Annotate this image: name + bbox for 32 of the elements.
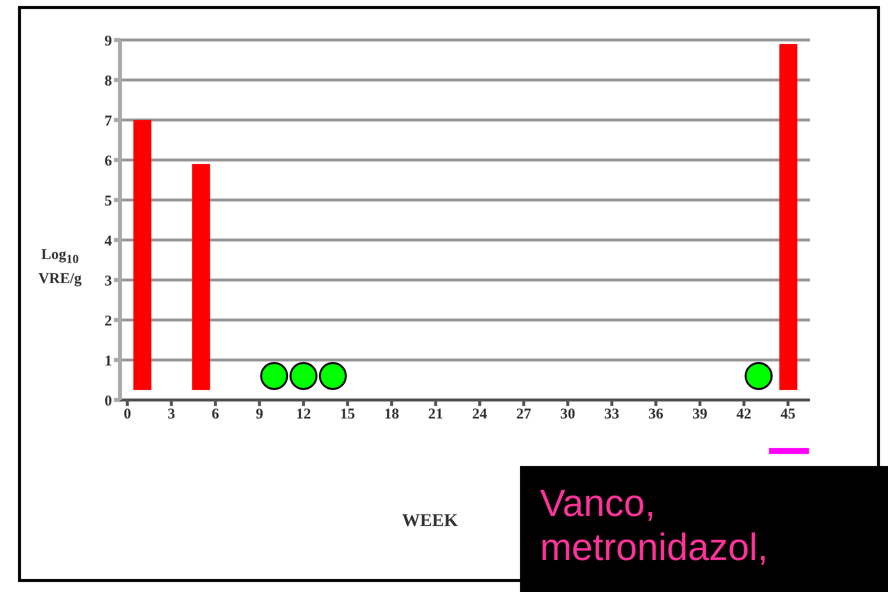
- y-tick-label: 0: [104, 393, 112, 410]
- bar: [192, 164, 210, 390]
- y-tick-label: 2: [104, 313, 112, 330]
- y-tick-label: 1: [104, 353, 112, 370]
- x-tick-label: 18: [384, 406, 400, 423]
- x-tick-label: 15: [340, 406, 356, 423]
- x-tick-label: 0: [124, 406, 132, 423]
- x-tick-label: 21: [428, 406, 444, 423]
- x-tick-label: 12: [296, 406, 312, 423]
- y-tick-label: 6: [104, 153, 112, 170]
- y-tick-label: 5: [104, 193, 112, 210]
- y-tick-label: 7: [104, 113, 112, 130]
- y-tick-label: 8: [104, 73, 112, 90]
- x-tick-label: 24: [472, 406, 488, 423]
- x-tick-label: 3: [168, 406, 176, 423]
- x-tick-label: 36: [648, 406, 664, 423]
- x-tick-label: 39: [692, 406, 708, 423]
- x-tick-label: 45: [780, 406, 796, 423]
- x-tick-label: 42: [736, 406, 752, 423]
- bar: [133, 120, 152, 390]
- x-tick-label: 30: [560, 406, 576, 423]
- y-axis-title: Log$_{10}$ VRE/g: [37, 246, 83, 289]
- y-tick-label: 4: [104, 233, 112, 250]
- x-tick-label: 9: [256, 406, 264, 423]
- bar: [779, 44, 798, 390]
- text: Vanco, metronidazol,: [540, 482, 770, 570]
- x-tick-label: 6: [212, 406, 220, 423]
- y-tick-label: 3: [104, 273, 112, 290]
- x-tick-label: 27: [516, 406, 532, 423]
- x-axis-title: WEEK: [400, 510, 459, 531]
- x-tick-label: 33: [604, 406, 620, 423]
- y-tick-label: 9: [104, 33, 112, 50]
